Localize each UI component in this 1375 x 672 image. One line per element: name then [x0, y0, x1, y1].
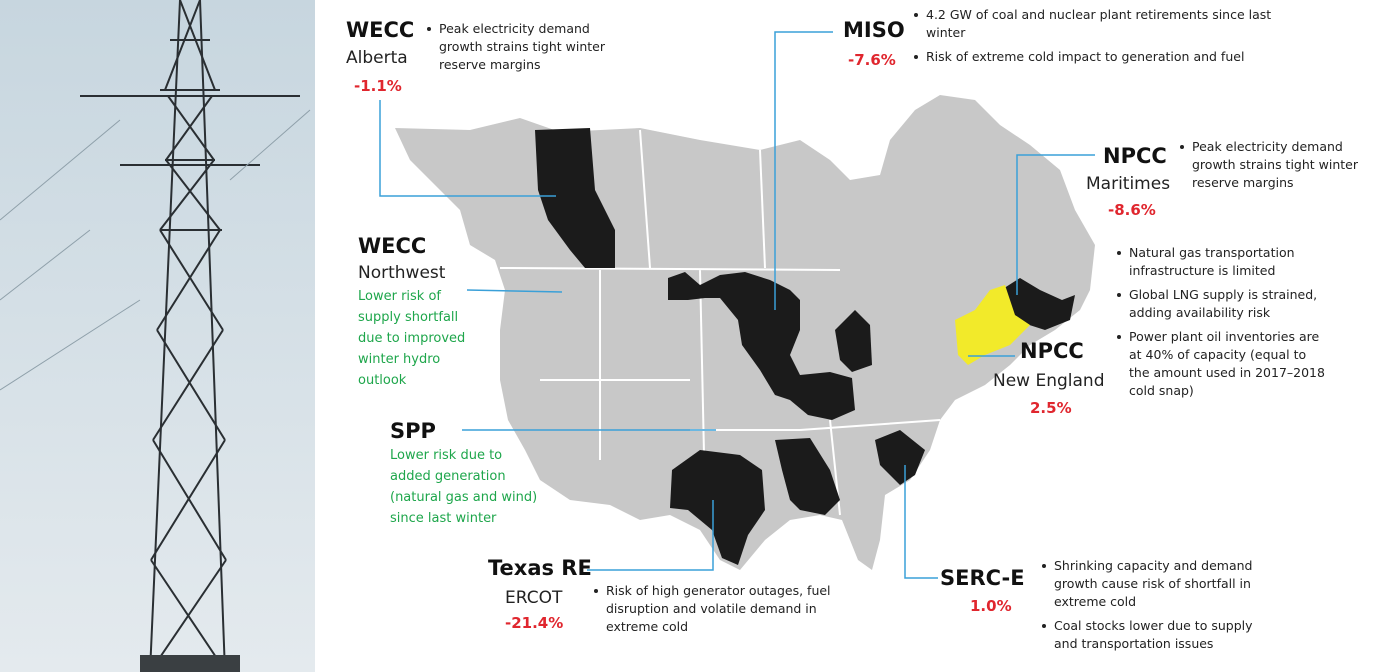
region-name: Texas RE: [488, 556, 592, 580]
note-text: 4.2 GW of coal and nuclear plant retirem…: [926, 7, 1272, 40]
bullet: [1117, 251, 1121, 255]
region-change: -21.4%: [505, 614, 564, 632]
note-text: Natural gas transportation infrastructur…: [1129, 245, 1295, 278]
bullet: [914, 13, 918, 17]
region-subregion: ERCOT: [505, 588, 563, 608]
note-item: Peak electricity demand growth strains t…: [1178, 138, 1358, 192]
note-text: Coal stocks lower due to supply and tran…: [1054, 618, 1253, 651]
region-notes: Natural gas transportation infrastructur…: [1115, 244, 1330, 406]
note-item: Risk of extreme cold impact to generatio…: [912, 48, 1282, 66]
region-name: NPCC: [1103, 144, 1167, 168]
note-text: Peak electricity demand growth strains t…: [1192, 139, 1359, 190]
region-subregion: Northwest: [358, 263, 446, 283]
note-text: Risk of extreme cold impact to generatio…: [926, 49, 1245, 64]
note-item: Coal stocks lower due to supply and tran…: [1040, 617, 1275, 653]
note-item: Risk of high generator outages, fuel dis…: [592, 582, 832, 636]
bullet: [1042, 624, 1046, 628]
region-name: SPP: [390, 419, 436, 443]
note-item: Global LNG supply is strained, adding av…: [1115, 286, 1330, 322]
note-item: Shrinking capacity and demand growth cau…: [1040, 557, 1275, 611]
pylon: [0, 0, 311, 672]
region-change: 1.0%: [970, 597, 1012, 615]
note-item: Natural gas transportation infrastructur…: [1115, 244, 1330, 280]
region-change: -1.1%: [354, 77, 402, 95]
bullet: [914, 55, 918, 59]
region-notes: Shrinking capacity and demand growth cau…: [1040, 557, 1275, 659]
note-item: Power plant oil inventories are at 40% o…: [1115, 328, 1330, 400]
region-outlook: Lower risk due to added generation (natu…: [390, 448, 538, 526]
region-subregion: Maritimes: [1086, 174, 1171, 194]
bullet: [1180, 145, 1184, 149]
region-name: MISO: [843, 18, 905, 42]
region-notes: Risk of high generator outages, fuel dis…: [592, 582, 832, 642]
note-text: Shrinking capacity and demand growth cau…: [1054, 558, 1253, 609]
region-name: SERC-E: [940, 566, 1025, 590]
note-text: Global LNG supply is strained, adding av…: [1129, 287, 1318, 320]
region-name: WECC: [358, 234, 427, 258]
region-name: NPCC: [1020, 339, 1084, 363]
region-notes: Peak electricity demand growth strains t…: [425, 20, 630, 80]
note-text: Peak electricity demand growth strains t…: [439, 21, 606, 72]
region-name: WECC: [346, 18, 415, 42]
region-change: 2.5%: [1030, 399, 1072, 417]
region-change: -7.6%: [848, 51, 896, 69]
leader-lines: [379, 31, 1095, 579]
bullet: [427, 27, 431, 31]
region-change: -8.6%: [1108, 201, 1156, 219]
region-outlook: Lower risk of supply shortfall due to im…: [358, 289, 466, 388]
note-text: Risk of high generator outages, fuel dis…: [606, 583, 831, 634]
bullet: [1117, 293, 1121, 297]
note-item: Peak electricity demand growth strains t…: [425, 20, 630, 74]
photo: [0, 0, 315, 672]
region-notes: 4.2 GW of coal and nuclear plant retirem…: [912, 6, 1282, 72]
bullet: [1117, 335, 1121, 339]
note-text: Power plant oil inventories are at 40% o…: [1129, 329, 1325, 398]
note-item: 4.2 GW of coal and nuclear plant retirem…: [912, 6, 1282, 42]
bullet: [1042, 564, 1046, 568]
region-subregion: Alberta: [346, 48, 408, 68]
bullet: [594, 589, 598, 593]
region-notes: Peak electricity demand growth strains t…: [1178, 138, 1358, 198]
region-subregion: New England: [993, 371, 1105, 391]
